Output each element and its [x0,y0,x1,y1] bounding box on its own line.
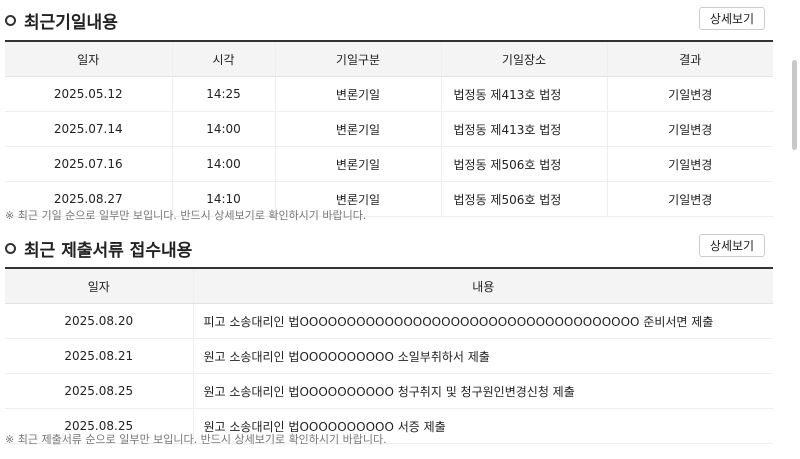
hearings-detail-button[interactable]: 상세보기 [699,7,765,30]
table-cell: 기일변경 [606,111,773,147]
table-cell: 14:10 [171,181,275,217]
title-text: 최근 제출서류 접수내용 [24,241,193,261]
table-cell: 원고 소송대리인 법OOOOOOOOOO 서증 제출 [192,408,773,444]
table-cell: 2025.07.16 [5,146,172,182]
table-cell: 변론기일 [274,76,441,112]
table-row: 2025.08.25 원고 소송대리인 법OOOOOOOOOO 청구취지 및 청구… [5,373,773,409]
title-text: 최근기일내용 [24,13,118,33]
table-row: 2025.08.27 14:10 변론기일 법정동 제506호 법정 기일변경 [5,181,773,217]
table-cell: 기일변경 [606,146,773,182]
table-cell: 변론기일 [274,181,441,217]
table-cell: 14:25 [171,76,275,112]
table-cell: 법정동 제413호 법정 [440,76,607,112]
table-cell: 원고 소송대리인 법OOOOOOOOOO 소일부취하서 제출 [192,338,773,374]
table-cell: 기일변경 [606,76,773,112]
column-header: 시각 [171,41,275,77]
table-cell: 14:00 [171,146,275,182]
column-header: 일자 [5,268,193,304]
table-cell: 2025.05.12 [5,76,172,112]
column-header: 내용 [192,268,773,304]
table-cell: 변론기일 [274,111,441,147]
scrollbar[interactable] [792,60,797,150]
table-cell: 2025.08.21 [5,338,193,374]
column-header: 기일장소 [440,41,607,77]
column-header: 기일구분 [274,41,441,77]
table-cell: 원고 소송대리인 법OOOOOOOOOO 청구취지 및 청구원인변경신청 제출 [192,373,773,409]
filings-detail-button[interactable]: 상세보기 [699,234,765,257]
column-header: 결과 [606,41,773,77]
hearings-note: ※ 최근 기일 순으로 일부만 보입니다. 반드시 상세보기로 확인하시기 바랍… [5,209,367,222]
section-title: 최근기일내용 [5,8,118,33]
table-cell: 변론기일 [274,146,441,182]
table-cell: 법정동 제506호 법정 [440,181,607,217]
hearings-table: 일자 시각 기일구분 기일장소 결과 2025.05.12 14:25 변론기일 법정동 제41… [5,40,773,217]
table-row: 2025.05.12 14:25 변론기일 법정동 제413호 법정 기일변경 [5,76,773,112]
table-cell: 14:00 [171,111,275,147]
table-cell: 2025.08.25 [5,373,193,409]
table-row: 2025.07.16 14:00 변론기일 법정동 제506호 법정 기일변경 [5,146,773,182]
filings-note: ※ 최근 제출서류 순으로 일부만 보입니다. 반드시 상세보기로 확인하시기 … [5,433,387,446]
bullet-icon [5,243,16,254]
filings-table: 일자 내용 2025.08.20 피고 소송대리인 법OOOOOOOOOOOOOOOO… [5,267,773,444]
table-cell: 2025.08.27 [5,181,172,217]
table-row: 2025.08.20 피고 소송대리인 법OOOOOOOOOOOOOOOOOOOO… [5,303,773,339]
section-title: 최근 제출서류 접수내용 [5,236,192,261]
table-row: 2025.08.25 원고 소송대리인 법OOOOOOOOOO 서증 제출 [5,408,773,444]
table-row: 2025.08.21 원고 소송대리인 법OOOOOOOOOO 소일부취하서 제출 [5,338,773,374]
column-header: 일자 [5,41,172,77]
table-cell: 법정동 제413호 법정 [440,111,607,147]
table-cell: 기일변경 [606,181,773,217]
table-row: 2025.07.14 14:00 변론기일 법정동 제413호 법정 기일변경 [5,111,773,147]
table-cell: 피고 소송대리인 법OOOOOOOOOOOOOOOOOOOOOOOOOOOOOO… [192,303,773,339]
table-cell: 법정동 제506호 법정 [440,146,607,182]
table-cell: 2025.08.20 [5,303,193,339]
bullet-icon [5,15,16,26]
table-cell: 2025.07.14 [5,111,172,147]
table-cell: 2025.08.25 [5,408,193,444]
